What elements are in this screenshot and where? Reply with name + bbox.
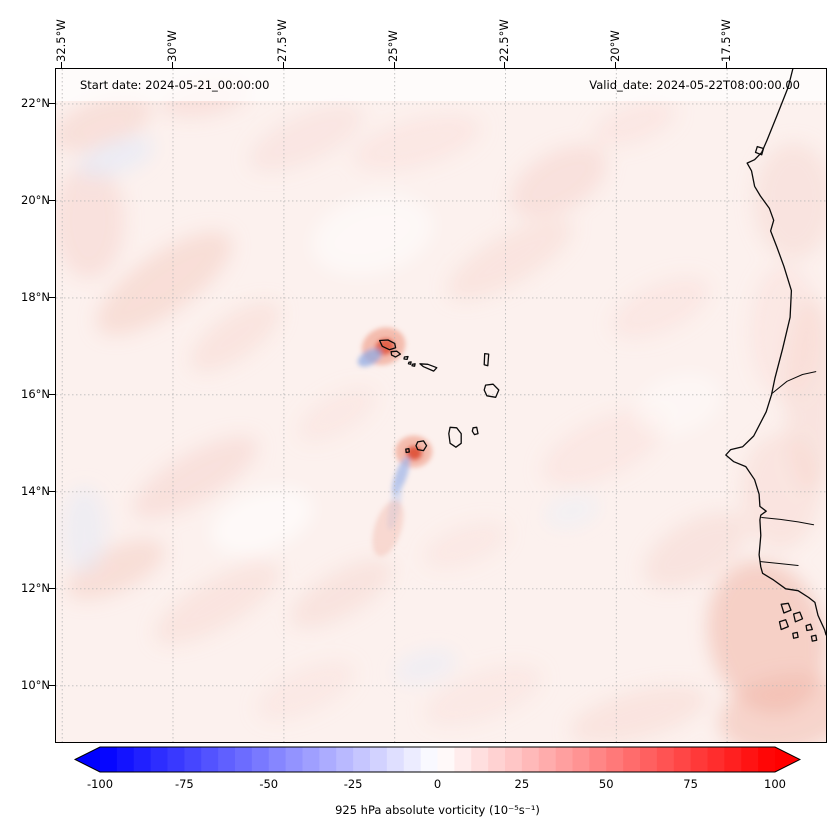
colorbar-tick-label: -100: [86, 777, 114, 791]
africa-west-coastline: [725, 69, 826, 636]
island-sal: [483, 352, 490, 367]
river: [760, 561, 799, 566]
x-tick-label: 22.5°W: [496, 19, 511, 62]
colorbar-tick-label: -25: [343, 777, 363, 791]
x-tick-label: 30°W: [164, 30, 179, 62]
island-fogo: [415, 440, 428, 452]
y-tick-label: 18°N: [21, 289, 50, 304]
colorbar-tick-label: 0: [433, 777, 442, 791]
colorbar-axis-label: 925 hPa absolute vorticity (10⁻⁵s⁻¹): [335, 803, 540, 817]
colorbar-tick-label: 75: [683, 777, 698, 791]
river: [761, 517, 815, 526]
valid-date-annotation: Valid_date: 2024-05-22T08:00:00.00: [589, 78, 800, 92]
x-tick-label: 20°W: [607, 30, 622, 62]
vorticity-field-map: [56, 69, 826, 742]
y-tick-mark: [49, 296, 55, 298]
x-tick-mark: [172, 62, 174, 68]
colorbar-outline: [74, 746, 801, 773]
colorbar-tick-label: 50: [598, 777, 614, 791]
x-tick-mark: [615, 62, 617, 68]
y-tick-label: 12°N: [21, 580, 50, 595]
y-tick-mark: [49, 587, 55, 589]
x-tick-mark: [504, 62, 506, 68]
coastline: [378, 69, 826, 642]
island-raso: [411, 363, 416, 367]
island-sao-vicente: [390, 350, 402, 358]
x-tick-label: 27.5°W: [275, 19, 290, 62]
island-bijagos-4: [805, 623, 813, 632]
map-plot-area: Start date: 2024-05-21_00:00:00 Valid_da…: [55, 68, 827, 743]
x-tick-label: 25°W: [386, 30, 401, 62]
island-bijagos-2: [792, 611, 804, 623]
vorticity-shading-soft: [56, 80, 826, 742]
y-tick-mark: [49, 490, 55, 492]
river: [771, 371, 817, 395]
island-sao-nicolau: [419, 363, 438, 372]
y-tick-label: 10°N: [21, 677, 50, 692]
colorbar-tick-label: 25: [514, 777, 530, 791]
y-tick-mark: [49, 684, 55, 686]
colorbar: [74, 746, 801, 773]
x-tick-mark: [726, 62, 728, 68]
island-brava: [405, 448, 410, 454]
x-tick-mark: [282, 62, 284, 68]
island-branco: [407, 361, 412, 365]
y-tick-mark: [49, 199, 55, 201]
x-tick-label: 32.5°W: [53, 19, 68, 62]
island-santa-luzia: [403, 355, 409, 361]
y-tick-mark: [49, 393, 55, 395]
island-bijagos-1: [780, 602, 792, 614]
island-santiago: [448, 426, 462, 448]
island-maio: [471, 426, 479, 436]
colorbar-tick-label: 100: [764, 777, 786, 791]
y-tick-mark: [49, 102, 55, 104]
y-tick-label: 20°N: [21, 192, 50, 207]
colorbar-under-arrow: [75, 747, 100, 772]
x-tick-mark: [61, 62, 63, 68]
lake: [754, 145, 765, 156]
x-tick-mark: [393, 62, 395, 68]
island-bijagos-6: [810, 634, 818, 642]
island-bijagos-5: [792, 631, 799, 639]
y-tick-label: 14°N: [21, 483, 50, 498]
gridlines: [56, 69, 826, 742]
colorbar-cells: [100, 747, 776, 772]
annotation-band: [56, 69, 826, 101]
colorbar-over-arrow: [775, 747, 800, 772]
island-santo-antao: [378, 339, 397, 351]
start-date-annotation: Start date: 2024-05-21_00:00:00: [80, 78, 270, 92]
y-tick-label: 16°N: [21, 386, 50, 401]
colorbar-tick-label: -50: [259, 777, 279, 791]
y-tick-label: 22°N: [21, 95, 50, 110]
island-bijagos-3: [778, 619, 789, 631]
island-boa-vista: [483, 383, 500, 398]
x-tick-label: 17.5°W: [718, 19, 733, 62]
colorbar-tick-label: -75: [174, 777, 194, 791]
